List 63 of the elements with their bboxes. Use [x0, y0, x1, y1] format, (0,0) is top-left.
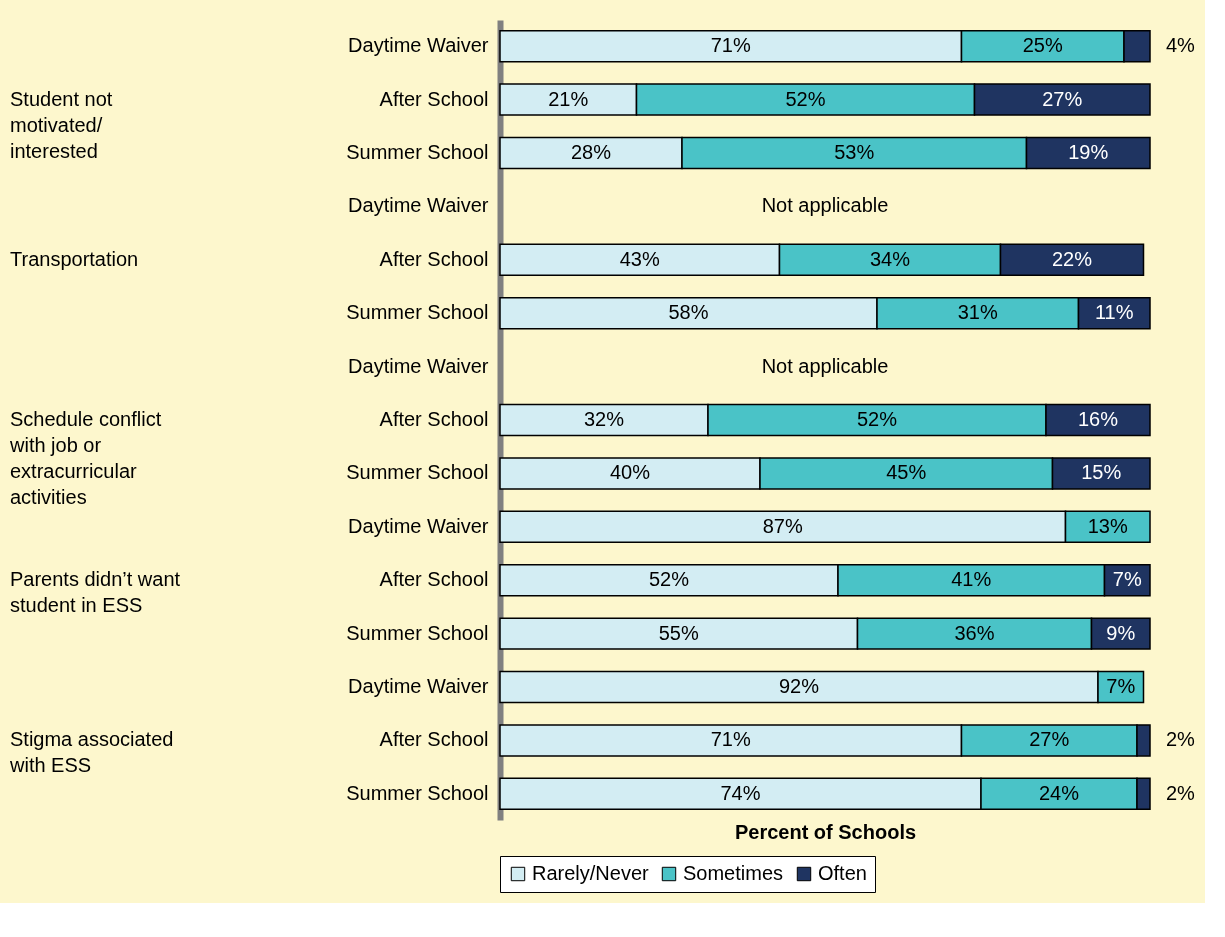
data-label: 43% — [619, 247, 660, 270]
data-label: 71% — [710, 728, 751, 751]
text: Schedule conflict with job or extracurricular activities — [9, 408, 162, 508]
data-label: 71% — [710, 34, 751, 57]
data-label: 19% — [1068, 140, 1109, 163]
data-label: 24% — [1038, 781, 1080, 804]
data-label: 9% — [1106, 621, 1136, 644]
y-tick-label: After School — [379, 408, 489, 430]
data-label: 40% — [609, 461, 651, 484]
data-label: 52% — [856, 408, 898, 430]
legend-label: Sometimes — [683, 862, 784, 884]
data-label: 52% — [785, 87, 826, 110]
y-tick-label: Summer School — [346, 781, 489, 804]
data-label: 87% — [762, 514, 803, 537]
data-label: 15% — [1081, 461, 1122, 484]
text: Stigma associated with ESS — [9, 728, 174, 776]
data-label: 74% — [720, 781, 761, 804]
data-label: 11% — [1094, 301, 1134, 324]
data-label: 36% — [954, 621, 995, 644]
data-label: 7% — [1106, 675, 1136, 698]
text: Transportation — [10, 248, 139, 270]
x-axis-title: Percent of Schools — [734, 820, 917, 843]
data-label: 22% — [1051, 247, 1093, 270]
data-label: 13% — [1087, 514, 1128, 537]
data-label: 28% — [570, 140, 612, 163]
data-label: 52% — [648, 568, 690, 591]
data-label: 2% — [1166, 781, 1196, 804]
data-label: 27% — [1042, 87, 1083, 110]
legend-label: Often — [818, 862, 867, 884]
y-tick-label: Daytime Waiver — [348, 675, 489, 698]
data-label: 45% — [886, 461, 927, 484]
y-tick-label: After School — [379, 87, 489, 110]
data-label: 31% — [957, 301, 998, 324]
data-label: 16% — [1077, 408, 1119, 430]
data-label: 58% — [668, 301, 709, 324]
text: Not applicable — [761, 194, 889, 217]
y-tick-label: Summer School — [346, 140, 489, 163]
data-label: 7% — [1112, 568, 1142, 591]
data-label: 55% — [658, 621, 699, 644]
text: Not applicable — [761, 354, 889, 377]
data-label: 21% — [548, 87, 589, 110]
y-tick-label: Daytime Waiver — [348, 194, 489, 217]
y-tick-label: Summer School — [346, 301, 489, 324]
data-label: 53% — [834, 140, 875, 163]
y-tick-label: After School — [379, 247, 489, 270]
data-label: 4% — [1166, 34, 1196, 57]
data-label: 25% — [1022, 34, 1063, 57]
y-tick-label: After School — [379, 728, 489, 751]
text: Parents didn’t want student in ESS — [10, 568, 181, 616]
data-label: 32% — [583, 408, 625, 430]
y-tick-label: Daytime Waiver — [348, 514, 489, 537]
y-tick-label: Summer School — [346, 621, 489, 644]
data-label: 92% — [778, 675, 820, 698]
data-label: 41% — [951, 568, 992, 591]
data-label: 27% — [1029, 728, 1070, 751]
data-label: 2% — [1166, 728, 1196, 751]
text: Student not motivated/ interested — [10, 88, 113, 162]
legend-label: Rarely/Never — [532, 862, 650, 884]
y-tick-label: Daytime Waiver — [348, 354, 489, 377]
y-tick-label: After School — [379, 568, 489, 591]
data-label: 34% — [869, 247, 911, 270]
y-tick-label: Daytime Waiver — [348, 34, 489, 57]
y-tick-label: Summer School — [346, 461, 489, 484]
